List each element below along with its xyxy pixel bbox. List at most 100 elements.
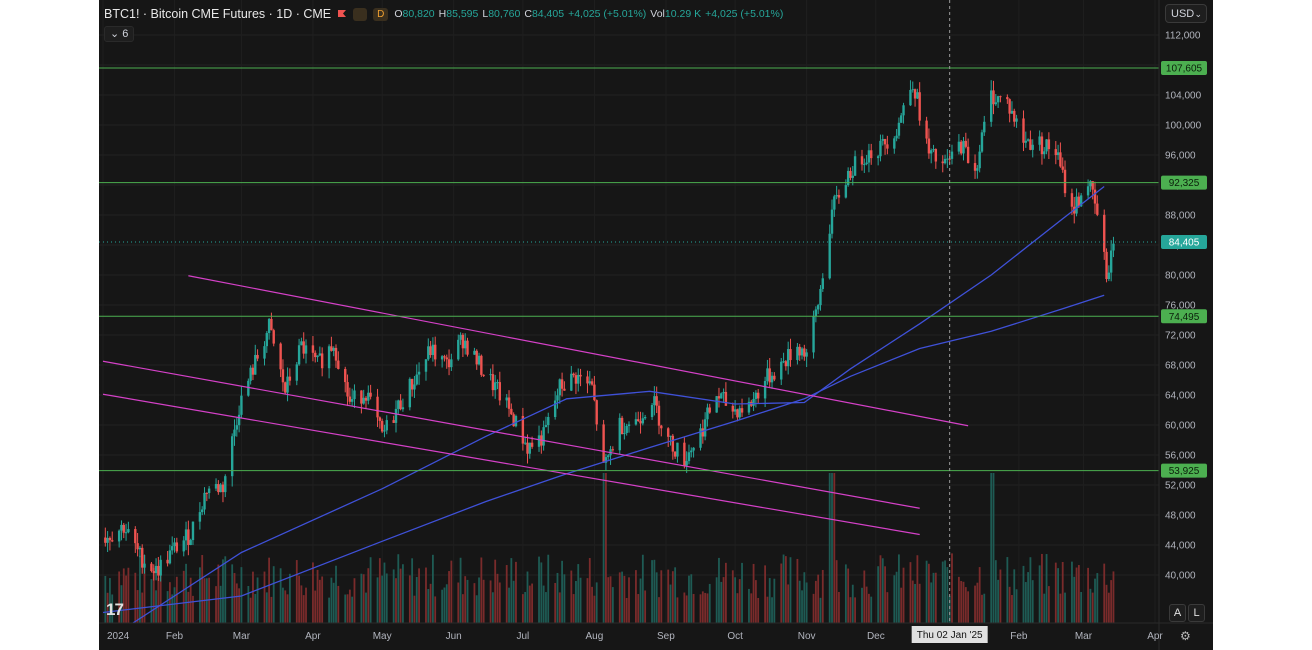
x-tick-label: Jul (516, 631, 529, 642)
candle (966, 146, 970, 164)
volume-bar (886, 592, 889, 623)
candle (865, 162, 868, 165)
candle (657, 405, 661, 426)
volume-bar (914, 583, 916, 623)
volume-bar (337, 585, 340, 623)
volume-bar (286, 594, 289, 623)
candle (962, 140, 965, 154)
candle (992, 90, 995, 105)
symbol-title[interactable]: BTC1! · Bitcoin CME Futures · 1D · CME (104, 7, 332, 21)
volume-bar (413, 595, 416, 623)
candle (457, 339, 460, 360)
gear-icon[interactable]: ⚙ (1180, 629, 1191, 643)
candle (217, 484, 220, 493)
candle (800, 348, 804, 356)
x-tick-label: Mar (1075, 631, 1093, 642)
volume-bar (658, 597, 660, 623)
x-tick-label: Feb (1010, 631, 1028, 642)
candle (256, 354, 259, 359)
chart-panel[interactable]: 112,000108,000104,000100,00096,00092,000… (99, 0, 1213, 650)
candle (1093, 189, 1097, 204)
candle (558, 379, 561, 396)
volume-change: +4,025 (+5.01%) (705, 8, 784, 20)
candle (879, 140, 882, 157)
candle (1040, 136, 1044, 155)
currency-select[interactable]: USD ⌄ (1165, 4, 1207, 23)
volume-bar (443, 587, 446, 623)
volume-bar (1064, 592, 1066, 623)
candle (272, 330, 275, 344)
volume-bar (588, 558, 591, 623)
candle (604, 457, 608, 463)
volume-bar (459, 557, 462, 623)
flag-icon[interactable] (337, 9, 347, 19)
candle (263, 346, 266, 359)
level-label-box (1161, 463, 1207, 478)
candle (445, 357, 448, 360)
candle (553, 400, 557, 418)
volume-bar (570, 570, 573, 623)
candle (1008, 99, 1011, 114)
candle (284, 382, 287, 393)
volume-bar (348, 589, 351, 623)
volume-bar (1103, 563, 1106, 623)
candle (104, 537, 107, 543)
ohlc-low: L80,760 (482, 8, 521, 20)
volume-bar (383, 562, 386, 623)
volume-bar (395, 578, 397, 623)
candle (844, 185, 848, 198)
volume-bar (321, 576, 324, 623)
volume-bar (478, 577, 480, 623)
candle (443, 356, 446, 358)
volume-bar (542, 585, 545, 623)
candle (1075, 196, 1078, 214)
volume-bar (671, 571, 674, 623)
volume-bar (757, 597, 760, 623)
volume-bar (653, 559, 656, 623)
volume-bar (1022, 565, 1025, 623)
volume-bar (125, 575, 127, 623)
candle (897, 122, 901, 136)
indicators-toggle[interactable]: ⌄ 6 (104, 26, 135, 42)
log-scale-button[interactable]: L (1188, 604, 1205, 622)
candle (623, 432, 626, 435)
candle (376, 396, 379, 418)
volume-bar (1059, 593, 1062, 623)
y-tick-label: 68,000 (1165, 361, 1196, 372)
candle (1045, 139, 1048, 152)
candle (851, 175, 854, 178)
volume-bar (683, 592, 686, 623)
candle (300, 341, 303, 346)
candle (168, 550, 172, 564)
volume-bar (182, 570, 185, 623)
volume-bar (586, 578, 589, 623)
auto-scale-button[interactable]: A (1169, 604, 1186, 622)
tradingview-logo[interactable]: 17 (106, 600, 124, 619)
candle (201, 509, 204, 513)
candle (447, 359, 451, 368)
candle (295, 364, 298, 381)
price-chart[interactable]: 112,000108,000104,000100,00096,00092,000… (99, 0, 1213, 650)
candle (773, 375, 776, 380)
volume-bar (318, 579, 321, 623)
volume-bar (397, 554, 400, 623)
candle (143, 563, 146, 568)
candle (837, 195, 841, 198)
volume-bar (418, 568, 420, 623)
volume-bar (916, 555, 919, 623)
candle (221, 484, 225, 493)
candle (978, 151, 981, 169)
y-tick-label: 88,000 (1165, 211, 1196, 222)
candle (270, 318, 273, 331)
candle (722, 391, 725, 394)
ohlc-high: H85,595 (438, 8, 479, 20)
volume-bar (724, 562, 727, 623)
candle (330, 346, 333, 351)
volume-bar (448, 571, 450, 623)
candle (334, 347, 338, 361)
candle (784, 361, 788, 367)
candle (512, 414, 515, 427)
candle (1079, 195, 1083, 207)
x-tick-label: 2024 (107, 631, 130, 642)
volume-bar (902, 567, 905, 623)
